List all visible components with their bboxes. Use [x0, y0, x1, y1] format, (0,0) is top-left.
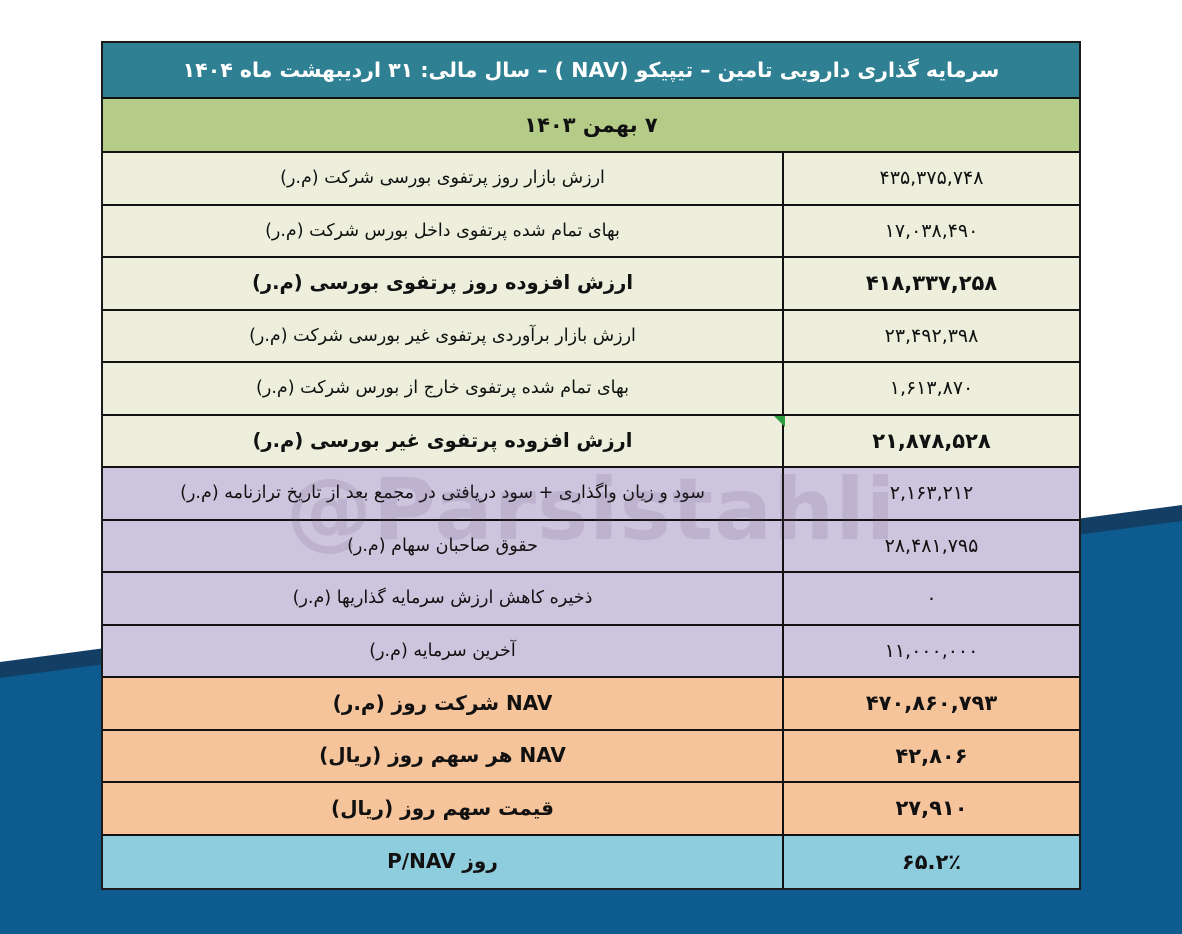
row-value: ۲۷,۹۱۰ — [895, 796, 968, 821]
table-row: ۴۷۰,۸۶۰,۷۹۳ NAV شرکت روز (م.ر) — [103, 678, 1079, 731]
row-label: NAV شرکت روز (م.ر) — [103, 678, 784, 729]
row-value: ۱۷,۰۳۸,۴۹۰ — [884, 219, 979, 242]
row-value: ۲۸,۴۸۱,۷۹۵ — [884, 534, 979, 557]
report-date: ۷ بهمن ۱۴۰۳ — [524, 113, 658, 137]
comment-marker-icon — [774, 415, 785, 427]
table-body: ۴۳۵,۳۷۵,۷۴۸ ارزش بازار روز پرتفوی بورسی ش… — [103, 153, 1079, 888]
table-row: ۲۸,۴۸۱,۷۹۵ حقوق صاحبان سهام (م.ر) — [103, 520, 1079, 573]
table-date-bar: ۷ بهمن ۱۴۰۳ — [103, 99, 1079, 153]
row-value: ۲۳,۴۹۲,۳۹۸ — [884, 324, 979, 347]
row-label: ارزش بازار روز پرتفوی بورسی شرکت (م.ر) — [103, 153, 784, 204]
table-row: ۱۷,۰۳۸,۴۹۰ بهای تمام شده پرتفوی داخل بورس… — [103, 205, 1079, 258]
table-row: ۲۱,۸۷۸,۵۲۸ ارزش افزوده پرتفوی غیر بورسی (… — [103, 415, 1079, 468]
row-label: ارزش افزوده پرتفوی غیر بورسی (م.ر) — [103, 415, 784, 466]
row-label: سود و زیان واگذاری + سود دریافتی در مجمع… — [103, 468, 784, 519]
nav-table: @Parsistahli سرمایه گذاری دارویی تامین –… — [101, 41, 1081, 890]
row-value: ۱۱,۰۰۰,۰۰۰ — [884, 639, 979, 662]
row-value: ۴۷۰,۸۶۰,۷۹۳ — [865, 691, 998, 716]
table-row: ۲۷,۹۱۰ قیمت سهم روز (ریال) — [103, 783, 1079, 836]
table-row: ۱,۶۱۳,۸۷۰ بهای تمام شده پرتفوی خارج از بو… — [103, 363, 1079, 416]
row-value: ۲,۱۶۳,۲۱۲ — [889, 482, 974, 505]
row-label: بهای تمام شده پرتفوی خارج از بورس شرکت (… — [103, 363, 784, 414]
table-row: ۴۳۵,۳۷۵,۷۴۸ ارزش بازار روز پرتفوی بورسی ش… — [103, 153, 1079, 206]
table-row: ۰ ذخیره کاهش ارزش سرمایه گذاریها (م.ر) — [103, 573, 1079, 626]
table-row: ۴۲,۸۰۶ NAV هر سهم روز (ریال) — [103, 730, 1079, 783]
row-value: ۴۳۵,۳۷۵,۷۴۸ — [879, 167, 984, 190]
row-value: ۴۲,۸۰۶ — [895, 743, 968, 768]
row-value: ۴۱۸,۳۳۷,۲۵۸ — [865, 271, 998, 296]
row-label: قیمت سهم روز (ریال) — [103, 783, 784, 834]
row-value: ۲۱,۸۷۸,۵۲۸ — [872, 428, 991, 453]
row-value: ۱,۶۱۳,۸۷۰ — [889, 377, 974, 400]
row-label: حقوق صاحبان سهام (م.ر) — [103, 520, 784, 571]
row-label: ارزش افزوده روز پرتفوی بورسی (م.ر) — [103, 258, 784, 309]
row-label: بهای تمام شده پرتفوی داخل بورس شرکت (م.ر… — [103, 205, 784, 256]
row-label: ذخیره کاهش ارزش سرمایه گذاریها (م.ر) — [103, 573, 784, 624]
row-label: NAV هر سهم روز (ریال) — [103, 730, 784, 781]
table-row: ۲۳,۴۹۲,۳۹۸ ارزش بازار برآوردی پرتفوی غیر … — [103, 310, 1079, 363]
page-title: سرمایه گذاری دارویی تامین – تیپیکو (NAV … — [182, 58, 1000, 82]
row-value: ۶۵.۲٪ — [901, 849, 962, 874]
table-row: ۴۱۸,۳۳۷,۲۵۸ ارزش افزوده روز پرتفوی بورسی … — [103, 258, 1079, 311]
table-row: ۶۵.۲٪ روز P/NAV — [103, 835, 1079, 888]
row-label: آخرین سرمایه (م.ر) — [103, 625, 784, 676]
row-label: ارزش بازار برآوردی پرتفوی غیر بورسی شرکت… — [103, 310, 784, 361]
table-row: ۲,۱۶۳,۲۱۲ سود و زیان واگذاری + سود دریافت… — [103, 468, 1079, 521]
row-label: روز P/NAV — [103, 835, 784, 888]
row-value: ۰ — [926, 587, 937, 610]
table-row: ۱۱,۰۰۰,۰۰۰ آخرین سرمایه (م.ر) — [103, 625, 1079, 678]
table-title-bar: سرمایه گذاری دارویی تامین – تیپیکو (NAV … — [103, 43, 1079, 99]
